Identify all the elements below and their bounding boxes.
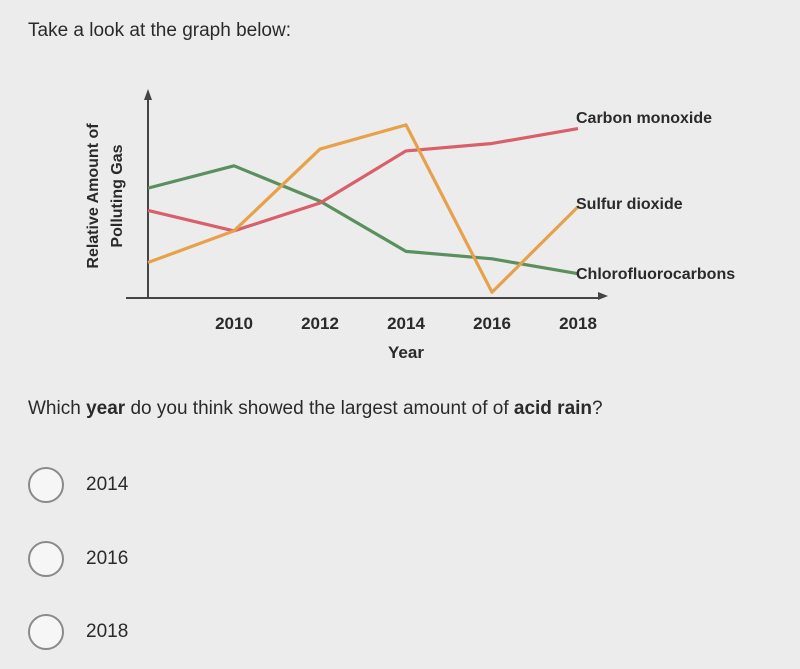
line-chart: 2010 2012 2014 2016 2018 Year Relative Amount …: [85, 89, 735, 362]
y-axis-arrow-icon: [144, 89, 152, 100]
series-line-carbon-monoxide: [147, 127, 579, 233]
x-axis-arrow-icon: [598, 292, 608, 300]
y-axis-label: Polluting Gas: [109, 144, 126, 247]
chart-labels: 2010 2012 2014 2016 2018 Year Relative Amount …: [85, 110, 735, 362]
radio-button[interactable]: [28, 614, 64, 650]
x-tick-label: 2018: [559, 314, 597, 333]
question-keyword-year: year: [86, 398, 126, 419]
x-axis-label: Year: [388, 343, 424, 362]
answer-option-label: 2018: [86, 621, 129, 642]
series-label-chlorofluorocarbons: Chlorofluorocarbons: [576, 266, 735, 283]
series-line-chlorofluorocarbons: [147, 164, 579, 276]
x-tick-label: 2016: [473, 314, 511, 333]
intro-text: Take a look at the graph below:: [28, 20, 292, 41]
question-part: ?: [592, 398, 603, 419]
answer-option-2014[interactable]: 2014: [28, 467, 128, 503]
series-label-sulfur-dioxide: Sulfur dioxide: [576, 196, 683, 213]
answer-option-2018[interactable]: 2018: [28, 614, 128, 650]
chart-axes: [126, 89, 608, 300]
series-label-carbon-monoxide: Carbon monoxide: [576, 110, 712, 127]
answer-option-label: 2016: [86, 548, 129, 569]
x-tick-label: 2014: [387, 314, 425, 333]
x-tick-label: 2010: [215, 314, 253, 333]
radio-button[interactable]: [28, 467, 64, 503]
question-text: Which year do you think showed the large…: [28, 398, 603, 420]
answer-option-2016[interactable]: 2016: [28, 541, 128, 577]
answer-option-label: 2014: [86, 474, 129, 495]
chart-series: [147, 123, 580, 294]
y-axis-label: Relative Amount of: [85, 123, 102, 269]
radio-button[interactable]: [28, 541, 64, 577]
x-tick-label: 2012: [301, 314, 339, 333]
question-keyword-acid-rain: acid rain: [513, 398, 593, 419]
question-part: do you think showed the largest amount o…: [125, 398, 514, 419]
question-part: Which: [28, 398, 87, 419]
series-line-sulfur-dioxide: [147, 123, 580, 294]
